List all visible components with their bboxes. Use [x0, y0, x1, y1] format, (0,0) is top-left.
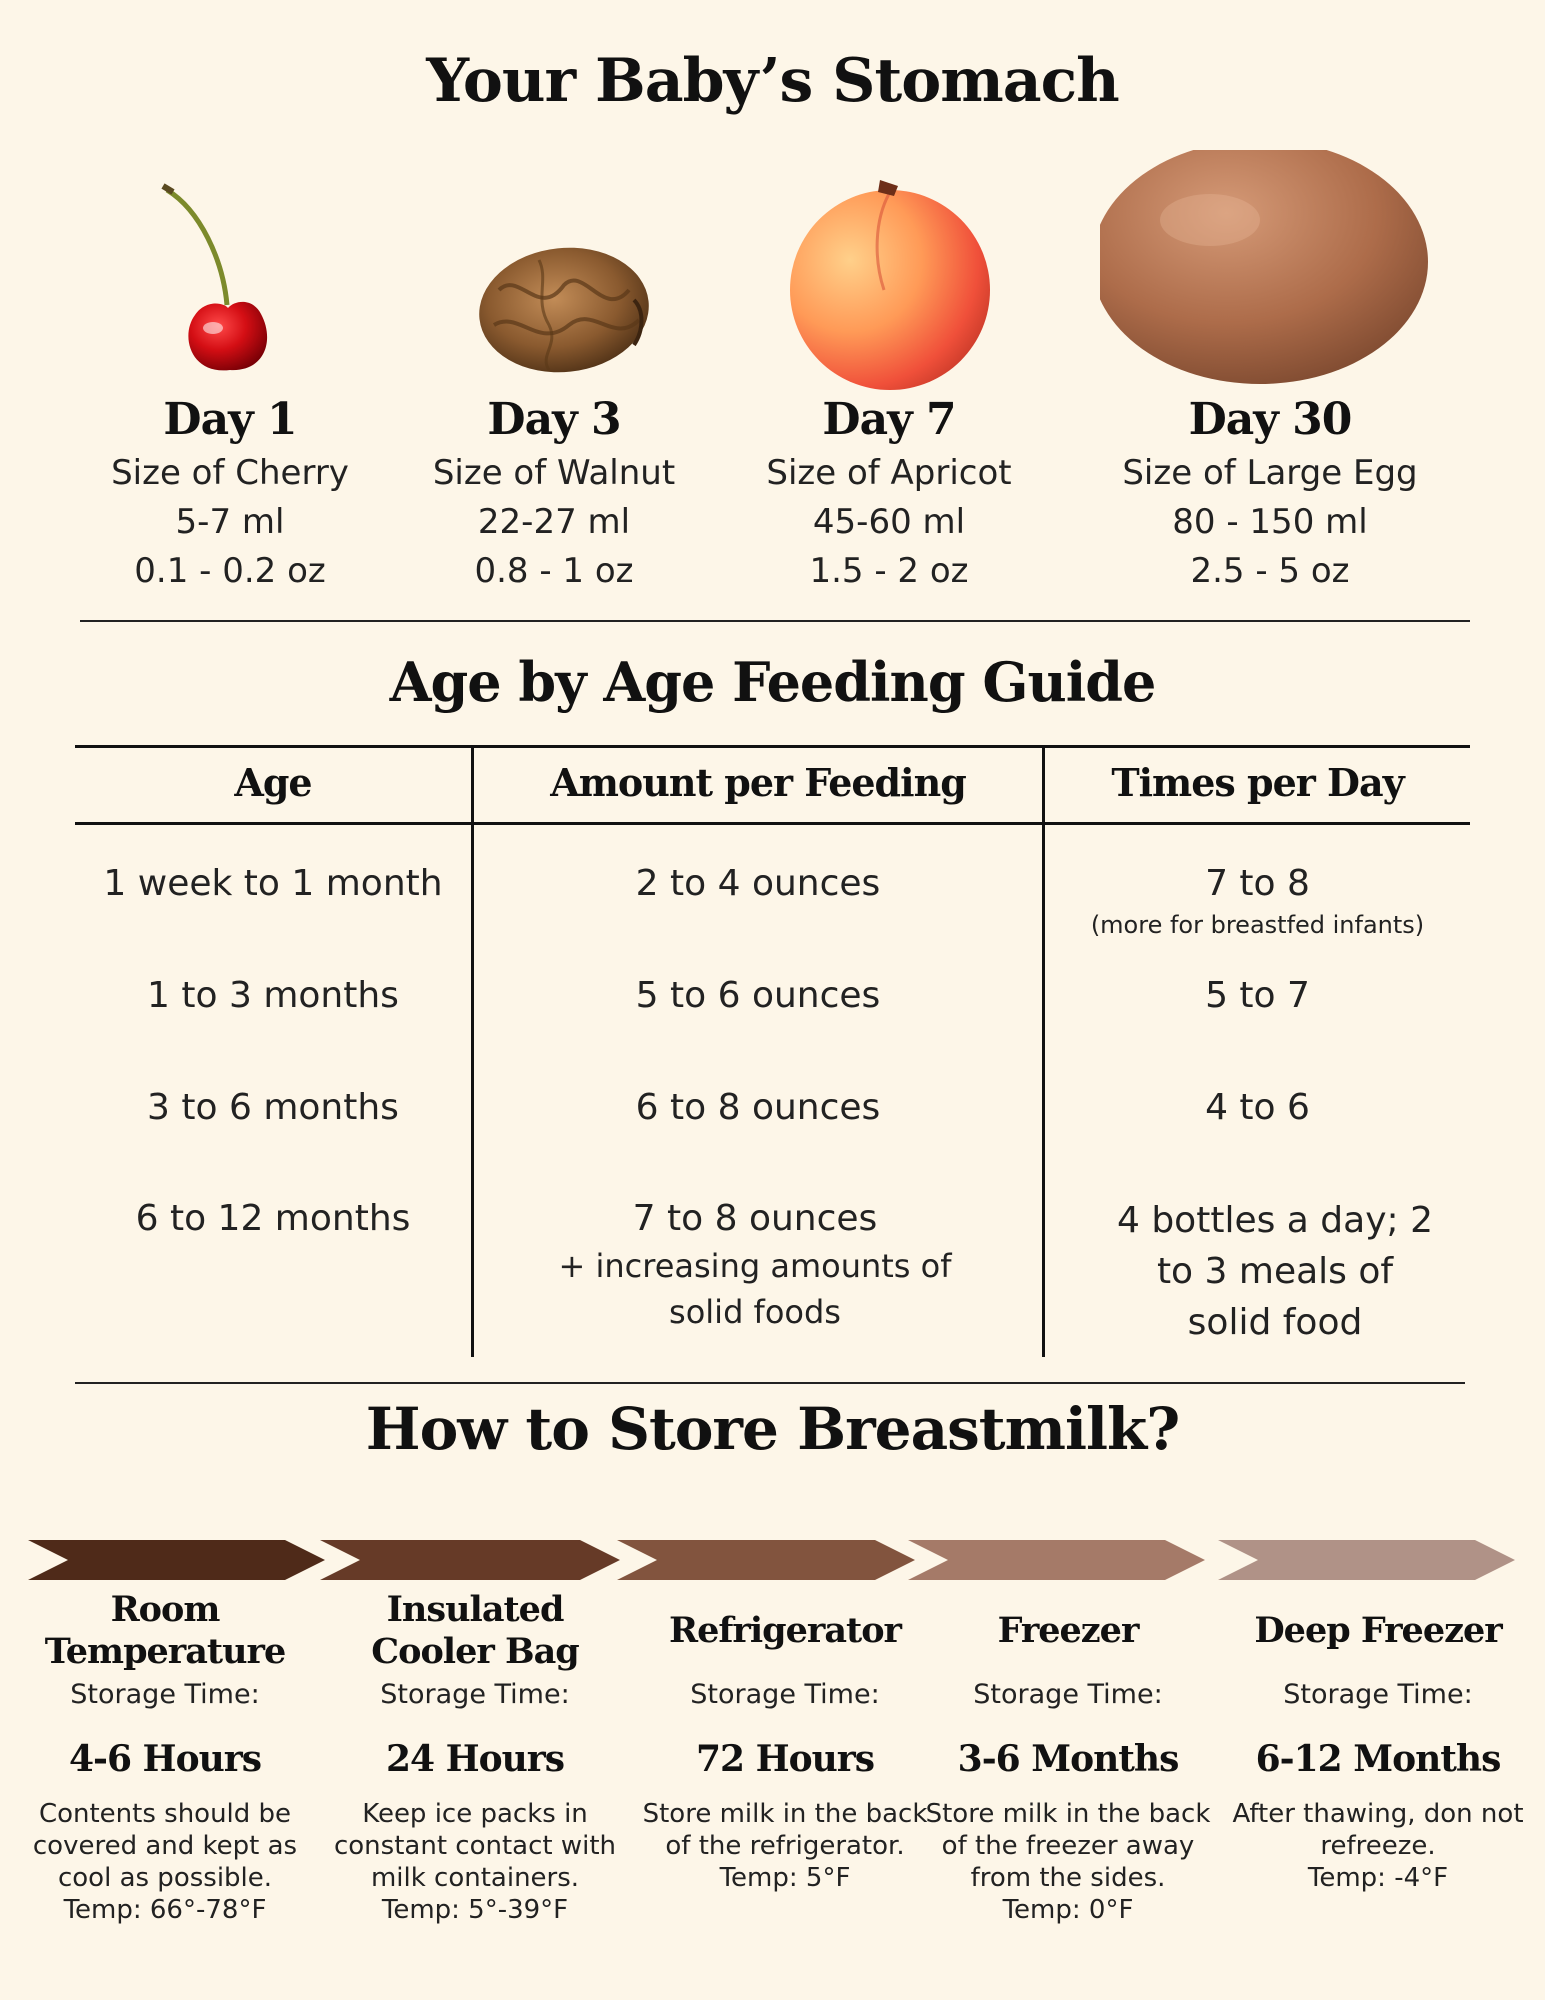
- storage-item-fridge: Refrigerator Storage Time: 72 Hours Stor…: [635, 1585, 935, 1894]
- storage-arrow-cooler: [320, 1540, 620, 1580]
- storage-arrow-fridge: [617, 1540, 915, 1580]
- ml-text: 22-27 ml: [477, 502, 631, 542]
- storage-temp: Temp: 5°F: [719, 1863, 851, 1893]
- storage-temp: Temp: 5°-39°F: [381, 1895, 569, 1925]
- table-row: 5 to 7: [1045, 972, 1470, 1020]
- times-cell: 7 to 8: [1205, 863, 1310, 904]
- table-row: 7 to 8 (more for breastfed infants): [1045, 860, 1470, 942]
- storage-name: Insulated Cooler Bag: [371, 1589, 579, 1672]
- amount-cell: 7 to 8 ounces: [632, 1198, 878, 1239]
- times-cell: 5 to 7: [1205, 975, 1310, 1016]
- ml-text: 80 - 150 ml: [1172, 502, 1368, 542]
- table-header-border: [75, 822, 1470, 825]
- storage-label: Storage Time:: [973, 1679, 1163, 1710]
- column-divider: [1042, 745, 1045, 1357]
- cherry-icon: [65, 150, 395, 390]
- size-text: Size of Walnut: [432, 453, 676, 493]
- size-text: Size of Large Egg: [1122, 453, 1418, 493]
- day-label: Day 30: [1188, 394, 1353, 445]
- ml-text: 45-60 ml: [812, 502, 966, 542]
- day-label: Day 3: [487, 394, 621, 445]
- storage-label: Storage Time:: [70, 1679, 260, 1710]
- storage-name: Deep Freezer: [1254, 1610, 1502, 1651]
- header-age: Age: [234, 760, 312, 805]
- stomach-item-day3: Day 3 Size of Walnut 22-27 ml 0.8 - 1 oz: [389, 150, 719, 596]
- storage-name: Refrigerator: [669, 1610, 902, 1651]
- column-divider: [471, 745, 474, 1357]
- ml-text: 5-7 ml: [175, 502, 285, 542]
- storage-time: 72 Hours: [695, 1738, 875, 1780]
- section-divider: [80, 620, 1470, 622]
- amount-cell: 5 to 6 ounces: [635, 975, 881, 1016]
- walnut-icon: [389, 150, 719, 390]
- age-cell: 1 week to 1 month: [103, 863, 443, 904]
- table-row: 1 week to 1 month: [75, 860, 471, 908]
- storage-name: Room Temperature: [44, 1589, 287, 1672]
- storage-arrow-room: [28, 1540, 325, 1580]
- oz-text: 0.8 - 1 oz: [474, 551, 634, 591]
- egg-icon: [1092, 140, 1440, 390]
- storage-desc: Store milk in the back of the refrigerat…: [642, 1799, 928, 1861]
- oz-text: 1.5 - 2 oz: [809, 551, 969, 591]
- table-row: 5 to 6 ounces: [474, 972, 1042, 1020]
- table-row: 4 to 6: [1045, 1084, 1470, 1132]
- times-cell: 4 to 6: [1205, 1087, 1310, 1128]
- storage-time: 24 Hours: [385, 1738, 565, 1780]
- amount-note: + increasing amounts of solid foods: [558, 1247, 952, 1331]
- apricot-icon: [724, 150, 1054, 390]
- day-label: Day 1: [163, 394, 297, 445]
- oz-text: 2.5 - 5 oz: [1190, 551, 1350, 591]
- day-label: Day 7: [822, 394, 956, 445]
- table-row: 4 bottles a day; 2 to 3 meals of solid f…: [1110, 1195, 1440, 1348]
- storage-item-cooler: Insulated Cooler Bag Storage Time: 24 Ho…: [325, 1585, 625, 1926]
- storage-desc: Keep ice packs in constant contact with …: [333, 1799, 616, 1893]
- storage-item-deep-freezer: Deep Freezer Storage Time: 6-12 Months A…: [1228, 1585, 1528, 1894]
- amount-cell: 2 to 4 ounces: [635, 863, 881, 904]
- table-row: 6 to 8 ounces: [474, 1084, 1042, 1132]
- age-cell: 1 to 3 months: [147, 975, 399, 1016]
- table-row: 3 to 6 months: [75, 1084, 471, 1132]
- storage-desc: After thawing, don not refreeze.: [1232, 1799, 1524, 1861]
- storage-desc: Store milk in the back of the freezer aw…: [925, 1799, 1211, 1893]
- stomach-title: Your Baby’s Stomach: [426, 46, 1120, 116]
- header-amount: Amount per Feeding: [550, 760, 967, 805]
- storage-temp: Temp: 0°F: [1002, 1895, 1134, 1925]
- size-text: Size of Apricot: [766, 453, 1012, 493]
- header-times: Times per Day: [1111, 760, 1404, 805]
- storage-name: Freezer: [997, 1610, 1140, 1651]
- age-cell: 3 to 6 months: [147, 1087, 399, 1128]
- storage-arrow-deep-freezer: [1218, 1540, 1515, 1580]
- storage-temp: Temp: -4°F: [1307, 1863, 1449, 1893]
- storage-title: How to Store Breastmilk?: [365, 1395, 1180, 1463]
- table-top-border: [75, 745, 1470, 748]
- section-divider: [75, 1382, 1465, 1384]
- storage-time: 6-12 Months: [1255, 1738, 1502, 1780]
- size-text: Size of Cherry: [111, 453, 349, 493]
- times-cell: 4 bottles a day; 2 to 3 meals of solid f…: [1116, 1200, 1433, 1343]
- storage-label: Storage Time:: [1283, 1679, 1473, 1710]
- age-cell: 6 to 12 months: [135, 1198, 411, 1239]
- storage-label: Storage Time:: [690, 1679, 880, 1710]
- feeding-title: Age by Age Feeding Guide: [389, 650, 1157, 714]
- stomach-item-day7: Day 7 Size of Apricot 45-60 ml 1.5 - 2 o…: [724, 150, 1054, 596]
- storage-item-freezer: Freezer Storage Time: 3-6 Months Store m…: [918, 1585, 1218, 1926]
- amount-cell: 6 to 8 ounces: [635, 1087, 881, 1128]
- table-row: 7 to 8 ounces + increasing amounts of so…: [540, 1195, 970, 1335]
- storage-time: 4-6 Hours: [68, 1738, 262, 1780]
- storage-desc: Contents should be covered and kept as c…: [32, 1799, 298, 1893]
- storage-label: Storage Time:: [380, 1679, 570, 1710]
- oz-text: 0.1 - 0.2 oz: [134, 551, 326, 591]
- storage-temp: Temp: 66°-78°F: [63, 1895, 267, 1925]
- table-row: 1 to 3 months: [75, 972, 471, 1020]
- table-row: 6 to 12 months: [75, 1195, 471, 1243]
- storage-arrow-freezer: [908, 1540, 1205, 1580]
- times-note: (more for breastfed infants): [1090, 911, 1425, 939]
- storage-arrow-bar: [28, 1540, 1515, 1580]
- storage-item-room: Room Temperature Storage Time: 4-6 Hours…: [15, 1585, 315, 1926]
- storage-time: 3-6 Months: [957, 1738, 1180, 1780]
- table-row: 2 to 4 ounces: [474, 860, 1042, 908]
- stomach-item-day30: Day 30 Size of Large Egg 80 - 150 ml 2.5…: [1092, 140, 1440, 596]
- stomach-item-day1: Day 1 Size of Cherry 5-7 ml 0.1 - 0.2 oz: [65, 150, 395, 596]
